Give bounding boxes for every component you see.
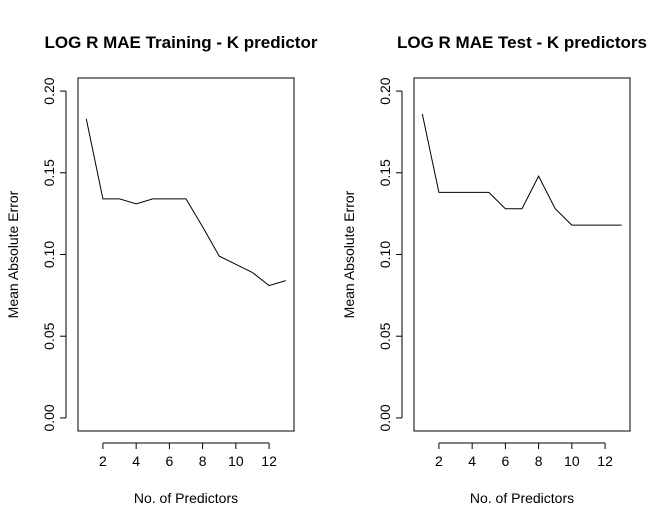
x-tick-label: 12 bbox=[261, 453, 277, 469]
x-tick-label: 2 bbox=[99, 453, 107, 469]
y-tick-label: 0.05 bbox=[41, 322, 57, 349]
y-tick-label: 0.10 bbox=[41, 241, 57, 268]
chart-title: LOG R MAE Test - K predictors bbox=[397, 33, 647, 52]
series-line bbox=[421, 113, 622, 226]
chart-panel-1: LOG R MAE Training - K predictor 2 4 6 8 10 12… bbox=[5, 33, 318, 506]
plot-frame bbox=[77, 77, 295, 432]
chart-panel-2: LOG R MAE Test - K predictors 2 4 6 8 10 12 0.0… bbox=[341, 33, 647, 506]
plot-frame bbox=[413, 77, 631, 432]
x-tick-label: 6 bbox=[165, 453, 173, 469]
chart-title: LOG R MAE Training - K predictor bbox=[45, 33, 318, 52]
x-tick-label: 4 bbox=[132, 453, 140, 469]
x-tick-label: 12 bbox=[597, 453, 613, 469]
x-tick-label: 8 bbox=[199, 453, 207, 469]
x-tick-label: 4 bbox=[468, 453, 476, 469]
y-tick-label: 0.00 bbox=[41, 404, 57, 431]
x-tick-label: 2 bbox=[435, 453, 443, 469]
x-tick-label: 8 bbox=[535, 453, 543, 469]
y-tick-label: 0.20 bbox=[377, 77, 393, 104]
y-axis-label: Mean Absolute Error bbox=[5, 190, 21, 318]
y-tick-label: 0.05 bbox=[377, 322, 393, 349]
x-tick-label: 6 bbox=[501, 453, 509, 469]
x-axis-label: No. of Predictors bbox=[470, 490, 574, 506]
x-tick-label: 10 bbox=[228, 453, 244, 469]
y-axis-label: Mean Absolute Error bbox=[341, 190, 357, 318]
y-tick-label: 0.15 bbox=[377, 159, 393, 186]
series-line bbox=[85, 118, 286, 287]
y-tick-label: 0.20 bbox=[41, 77, 57, 104]
y-tick-label: 0.15 bbox=[41, 159, 57, 186]
y-tick-label: 0.10 bbox=[377, 241, 393, 268]
y-tick-label: 0.00 bbox=[377, 404, 393, 431]
x-axis-label: No. of Predictors bbox=[134, 490, 238, 506]
x-tick-label: 10 bbox=[564, 453, 580, 469]
